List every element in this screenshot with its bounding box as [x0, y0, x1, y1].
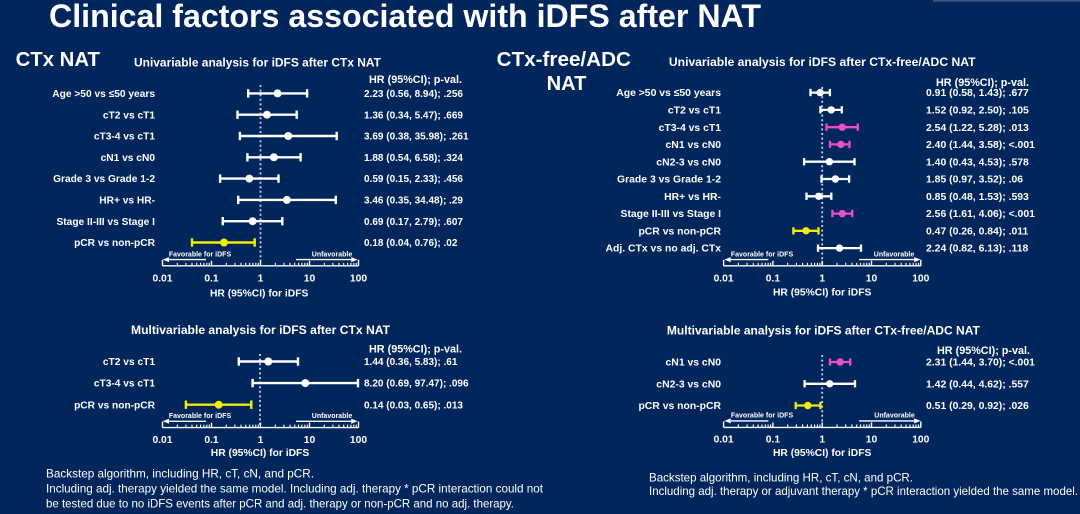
svg-text:Age >50 vs ≤50 years: Age >50 vs ≤50 years — [52, 89, 155, 100]
svg-text:cN1 vs cN0: cN1 vs cN0 — [666, 140, 722, 151]
svg-text:0.1: 0.1 — [766, 273, 781, 284]
svg-text:0.85 (0.48, 1.53); .593: 0.85 (0.48, 1.53); .593 — [926, 192, 1029, 203]
svg-text:Age >50 vs ≤50 years: Age >50 vs ≤50 years — [616, 88, 721, 99]
svg-text:cT2 vs cT1: cT2 vs cT1 — [103, 357, 155, 368]
svg-text:HR (95%CI) for iDFS: HR (95%CI) for iDFS — [211, 448, 310, 459]
svg-text:HR+ vs HR-: HR+ vs HR- — [99, 196, 155, 207]
svg-text:cT3-4 vs cT1: cT3-4 vs cT1 — [94, 132, 155, 143]
svg-text:Univariable analysis for iDFS: Univariable analysis for iDFS after CTx-… — [669, 55, 976, 69]
svg-text:100: 100 — [350, 435, 367, 446]
svg-text:Favorable for iDFS: Favorable for iDFS — [169, 413, 232, 420]
svg-text:0.1: 0.1 — [766, 434, 781, 445]
svg-text:2.23 (0.56, 8.94); .256: 2.23 (0.56, 8.94); .256 — [364, 89, 463, 100]
svg-text:1: 1 — [819, 434, 825, 445]
svg-text:HR (95%CI) for iDFS: HR (95%CI) for iDFS — [210, 288, 309, 299]
svg-text:1.52 (0.92, 2.50); .105: 1.52 (0.92, 2.50); .105 — [926, 106, 1029, 117]
svg-text:1.88 (0.54, 6.58); .324: 1.88 (0.54, 6.58); .324 — [364, 153, 463, 164]
svg-text:Backstep algorithm, including: Backstep algorithm, including HR, cT, cN… — [649, 472, 913, 485]
svg-text:0.1: 0.1 — [204, 273, 219, 284]
svg-text:NAT: NAT — [547, 72, 587, 95]
svg-text:be tested due to no iDFS event: be tested due to no iDFS events after pC… — [46, 497, 514, 510]
svg-text:cN2-3 vs cN0: cN2-3 vs cN0 — [656, 157, 721, 168]
svg-text:Unfavorable: Unfavorable — [312, 251, 353, 258]
svg-text:2.40 (1.44, 3.58); <.001: 2.40 (1.44, 3.58); <.001 — [926, 140, 1035, 151]
svg-text:Clinical factors associated wi: Clinical factors associated with iDFS af… — [49, 0, 761, 34]
svg-text:10: 10 — [304, 273, 316, 284]
svg-text:0.01: 0.01 — [714, 434, 734, 445]
svg-text:8.20 (0.69, 97.47); .096: 8.20 (0.69, 97.47); .096 — [364, 379, 469, 390]
svg-text:0.59 (0.15, 2.33); .456: 0.59 (0.15, 2.33); .456 — [364, 174, 463, 185]
svg-text:100: 100 — [350, 273, 367, 284]
svg-text:0.51 (0.29, 0.92); .026: 0.51 (0.29, 0.92); .026 — [926, 401, 1029, 412]
svg-text:pCR vs non-pCR: pCR vs non-pCR — [638, 226, 721, 237]
svg-text:2.54 (1.22, 5.28); .013: 2.54 (1.22, 5.28); .013 — [926, 123, 1029, 134]
svg-text:0.18 (0.04, 0.76); .02: 0.18 (0.04, 0.76); .02 — [364, 238, 458, 249]
svg-text:1.42 (0.44, 4.62); .557: 1.42 (0.44, 4.62); .557 — [926, 379, 1029, 390]
svg-text:Stage II-III vs Stage I: Stage II-III vs Stage I — [56, 217, 155, 228]
svg-text:0.1: 0.1 — [204, 435, 219, 446]
svg-text:10: 10 — [866, 273, 878, 284]
svg-text:Multivariable analysis for iDF: Multivariable analysis for iDFS after CT… — [667, 324, 981, 338]
svg-text:pCR vs non-pCR: pCR vs non-pCR — [74, 400, 156, 411]
svg-text:1.36 (0.34, 5.47); .669: 1.36 (0.34, 5.47); .669 — [364, 110, 463, 121]
svg-text:10: 10 — [304, 435, 316, 446]
svg-text:Favorable for iDFS: Favorable for iDFS — [731, 412, 794, 419]
svg-text:1: 1 — [258, 273, 264, 284]
svg-text:3.46 (0.35, 34.48); .29: 3.46 (0.35, 34.48); .29 — [364, 196, 463, 207]
svg-text:pCR vs non-pCR: pCR vs non-pCR — [638, 401, 721, 412]
svg-text:1.85 (0.97, 3.52); .06: 1.85 (0.97, 3.52); .06 — [926, 175, 1023, 186]
svg-text:pCR vs non-pCR: pCR vs non-pCR — [74, 238, 156, 249]
svg-text:Grade 3 vs Grade 1-2: Grade 3 vs Grade 1-2 — [617, 175, 721, 186]
svg-text:Unfavorable: Unfavorable — [312, 413, 353, 420]
svg-text:Including adj. therapy or adju: Including adj. therapy or adjuvant thera… — [649, 485, 1078, 498]
svg-text:1: 1 — [258, 435, 264, 446]
svg-text:cT3-4 vs cT1: cT3-4 vs cT1 — [94, 379, 155, 390]
svg-text:Univariable analysis for iDFS: Univariable analysis for iDFS after CTx … — [134, 56, 382, 70]
svg-text:HR+ vs HR-: HR+ vs HR- — [664, 192, 721, 203]
svg-text:0.01: 0.01 — [152, 435, 172, 446]
svg-text:1: 1 — [819, 273, 825, 284]
svg-text:Including adj. therapy yielded: Including adj. therapy yielded the same … — [46, 483, 544, 496]
svg-text:1.40 (0.43, 4.53); .578: 1.40 (0.43, 4.53); .578 — [926, 157, 1029, 168]
svg-text:100: 100 — [912, 434, 929, 445]
svg-text:cN1 vs cN0: cN1 vs cN0 — [666, 358, 722, 369]
svg-text:HR (95%CI); p-val.: HR (95%CI); p-val. — [369, 344, 462, 356]
svg-text:0.47 (0.26, 0.84); .011: 0.47 (0.26, 0.84); .011 — [926, 226, 1028, 237]
svg-text:cT2 vs cT1: cT2 vs cT1 — [668, 106, 721, 117]
svg-text:2.24 (0.82, 6.13); .118: 2.24 (0.82, 6.13); .118 — [926, 244, 1028, 255]
svg-text:0.69 (0.17, 2.79); .607: 0.69 (0.17, 2.79); .607 — [364, 217, 463, 228]
svg-text:HR (95%CI); p-val.: HR (95%CI); p-val. — [937, 345, 1030, 357]
svg-text:Stage II-III vs Stage I: Stage II-III vs Stage I — [621, 209, 722, 220]
svg-text:cN1 vs cN0: cN1 vs cN0 — [101, 153, 156, 164]
svg-text:0.91 (0.58, 1.43); .677: 0.91 (0.58, 1.43); .677 — [926, 88, 1029, 99]
svg-text:Grade 3 vs Grade 1-2: Grade 3 vs Grade 1-2 — [53, 174, 155, 185]
svg-text:HR (95%CI); p-val.: HR (95%CI); p-val. — [936, 77, 1029, 89]
svg-text:cT2 vs cT1: cT2 vs cT1 — [103, 110, 155, 121]
svg-text:Unfavorable: Unfavorable — [874, 412, 915, 419]
svg-text:Multivariable analysis for iDF: Multivariable analysis for iDFS after CT… — [131, 323, 391, 337]
svg-text:100: 100 — [912, 273, 929, 284]
svg-text:Adj. CTx vs no adj. CTx: Adj. CTx vs no adj. CTx — [606, 244, 722, 255]
svg-text:CTx-free/ADC: CTx-free/ADC — [497, 48, 631, 71]
svg-text:Favorable for iDFS: Favorable for iDFS — [169, 251, 232, 258]
svg-text:Backstep algorithm, including: Backstep algorithm, including HR, cT, cN… — [46, 467, 314, 480]
svg-text:3.69 (0.38, 35.98); .261: 3.69 (0.38, 35.98); .261 — [364, 132, 469, 143]
svg-text:0.01: 0.01 — [152, 273, 172, 284]
svg-text:10: 10 — [866, 434, 878, 445]
svg-text:2.31 (1.44, 3.70); <.001: 2.31 (1.44, 3.70); <.001 — [926, 358, 1035, 369]
svg-text:HR (95%CI) for iDFS: HR (95%CI) for iDFS — [773, 288, 872, 299]
svg-text:0.14 (0.03, 0.65); .013: 0.14 (0.03, 0.65); .013 — [364, 400, 463, 411]
svg-text:Unfavorable: Unfavorable — [874, 251, 915, 258]
svg-text:HR (95%CI) for iDFS: HR (95%CI) for iDFS — [773, 448, 872, 459]
svg-text:cN2-3 vs cN0: cN2-3 vs cN0 — [656, 379, 721, 390]
svg-text:Favorable for iDFS: Favorable for iDFS — [731, 251, 794, 258]
svg-text:1.44 (0.36, 5.83); .61: 1.44 (0.36, 5.83); .61 — [364, 357, 458, 368]
svg-text:0.01: 0.01 — [714, 273, 734, 284]
svg-text:2.56 (1.61, 4.06); <.001: 2.56 (1.61, 4.06); <.001 — [926, 209, 1035, 220]
svg-text:CTx NAT: CTx NAT — [16, 48, 101, 71]
svg-text:HR (95%CI); p-val.: HR (95%CI); p-val. — [369, 74, 462, 86]
svg-text:cT3-4 vs cT1: cT3-4 vs cT1 — [659, 123, 722, 134]
